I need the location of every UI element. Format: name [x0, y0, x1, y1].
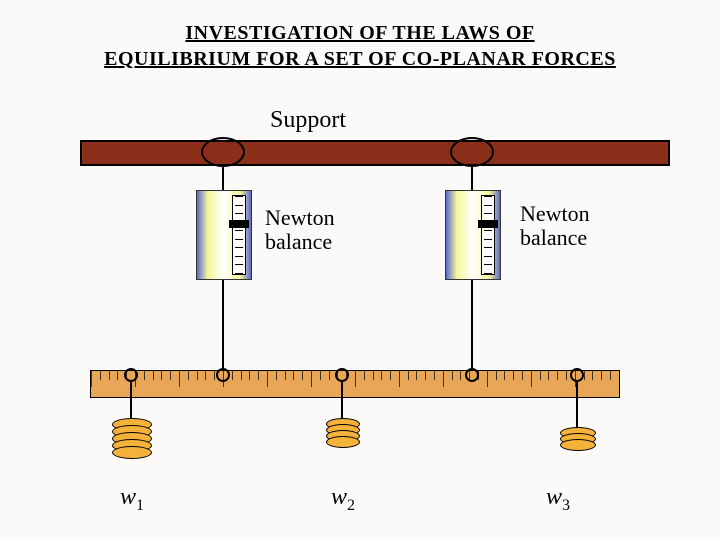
- string-top-left: [222, 166, 224, 190]
- ruler-hook: [124, 368, 138, 382]
- scale-marker-right: [478, 220, 498, 228]
- ruler-hook: [465, 368, 479, 382]
- support-ring-left: [201, 137, 245, 167]
- stack-w3: [560, 427, 596, 451]
- string-w3: [576, 382, 578, 429]
- stack-w2: [326, 418, 360, 448]
- string-bottom-left: [222, 280, 224, 372]
- support-label: Support: [270, 107, 346, 134]
- title-line-1: INVESTIGATION OF THE LAWS OF: [0, 22, 720, 45]
- balance-scale-right: [481, 195, 495, 275]
- string-w1: [130, 382, 132, 420]
- label-w1: w1: [120, 484, 144, 515]
- scale-ticks-left: [233, 196, 245, 274]
- ruler-ticks: [91, 371, 619, 387]
- ruler: [90, 370, 620, 398]
- ruler-hook: [570, 368, 584, 382]
- string-top-right: [471, 166, 473, 190]
- ruler-hook: [216, 368, 230, 382]
- support-bar: [80, 140, 670, 166]
- string-bottom-right: [471, 280, 473, 372]
- title-line-2: EQUILIBRIUM FOR A SET OF CO-PLANAR FORCE…: [0, 48, 720, 71]
- balance-label-right: Newton balance: [520, 202, 590, 250]
- scale-marker-left: [229, 220, 249, 228]
- label-w3: w3: [546, 484, 570, 515]
- string-w2: [341, 382, 343, 420]
- scale-ticks-right: [482, 196, 494, 274]
- stack-w1: [112, 418, 152, 459]
- balance-scale-left: [232, 195, 246, 275]
- ruler-hook: [335, 368, 349, 382]
- balance-label-left: Newton balance: [265, 206, 335, 254]
- label-w2: w2: [331, 484, 355, 515]
- support-ring-right: [450, 137, 494, 167]
